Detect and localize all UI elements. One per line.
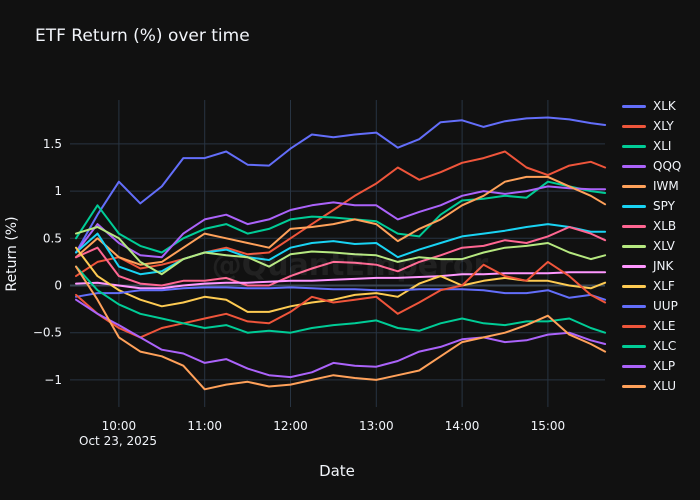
legend-label-UUP: UUP <box>653 299 678 313</box>
series-line-XLU[interactable] <box>75 265 607 391</box>
legend-item-QQQ[interactable]: QQQ <box>622 156 681 176</box>
legend-item-XLB[interactable]: XLB <box>622 216 681 236</box>
legend-swatch-QQQ <box>622 164 646 168</box>
legend-label-XLK: XLK <box>653 99 676 113</box>
legend-label-XLP: XLP <box>653 359 676 373</box>
legend-swatch-XLU <box>622 384 646 388</box>
legend: XLK XLY XLI QQQ IWM SPY XLB XLV JNK XLF UUP XLE XLC X… <box>622 96 681 396</box>
legend-swatch-XLE <box>622 324 646 328</box>
legend-item-XLC[interactable]: XLC <box>622 336 681 356</box>
series-line-XLC[interactable] <box>75 265 607 334</box>
legend-label-SPY: SPY <box>653 199 675 213</box>
legend-swatch-XLY <box>622 124 646 128</box>
y-tick-label-1.5: 1.5 <box>43 137 62 151</box>
legend-label-XLC: XLC <box>653 339 677 353</box>
x-tick-label-11:00: 11:00 <box>187 419 222 433</box>
series-line-JNK[interactable] <box>75 271 607 290</box>
series-line-XLE[interactable] <box>75 260 607 339</box>
series-line-XLI[interactable] <box>75 180 607 254</box>
series-line-XLB[interactable] <box>75 226 607 287</box>
legend-label-XLU: XLU <box>653 379 677 393</box>
y-tick-label-0.5: 0.5 <box>43 231 62 245</box>
series-line-XLP[interactable] <box>75 298 607 379</box>
y-axis-title: Return (%) <box>4 216 20 292</box>
legend-item-XLU[interactable]: XLU <box>622 376 681 396</box>
legend-label-XLI: XLI <box>653 139 672 153</box>
legend-swatch-SPY <box>622 204 646 208</box>
legend-item-XLK[interactable]: XLK <box>622 96 681 116</box>
x-tick-label-15:00: 15:00 <box>531 419 566 433</box>
legend-item-XLE[interactable]: XLE <box>622 316 681 336</box>
legend-label-XLV: XLV <box>653 239 675 253</box>
series-line-UUP[interactable] <box>75 286 607 301</box>
legend-item-XLV[interactable]: XLV <box>622 236 681 256</box>
series-line-SPY[interactable] <box>75 223 607 276</box>
legend-item-IWM[interactable]: IWM <box>622 176 681 196</box>
legend-label-XLY: XLY <box>653 119 674 133</box>
series-line-XLV[interactable] <box>75 226 607 276</box>
legend-label-XLB: XLB <box>653 219 677 233</box>
legend-swatch-XLP <box>622 364 646 368</box>
legend-item-SPY[interactable]: SPY <box>622 196 681 216</box>
legend-swatch-UUP <box>622 304 646 308</box>
legend-swatch-XLK <box>622 104 646 108</box>
y-tick-label-0: 0 <box>54 279 62 293</box>
series-line-XLK[interactable] <box>75 116 607 254</box>
legend-swatch-XLC <box>622 344 646 348</box>
legend-label-XLE: XLE <box>653 319 676 333</box>
x-tick-label-14:00: 14:00 <box>445 419 480 433</box>
legend-label-IWM: IWM <box>653 179 679 193</box>
x-axis-date-annotation: Oct 23, 2025 <box>79 434 157 448</box>
x-tick-label-12:00: 12:00 <box>273 419 308 433</box>
legend-label-XLF: XLF <box>653 279 675 293</box>
legend-item-JNK[interactable]: JNK <box>622 256 681 276</box>
legend-item-XLY[interactable]: XLY <box>622 116 681 136</box>
legend-label-QQQ: QQQ <box>653 159 682 173</box>
legend-item-UUP[interactable]: UUP <box>622 296 681 316</box>
y-tick-label-−1: −1 <box>44 373 62 387</box>
legend-swatch-XLI <box>622 144 646 148</box>
series-line-IWM[interactable] <box>75 175 607 266</box>
legend-label-JNK: JNK <box>653 259 674 273</box>
legend-swatch-XLF <box>622 284 646 288</box>
x-tick-label-13:00: 13:00 <box>359 419 394 433</box>
y-tick-label-−0.5: −0.5 <box>33 326 62 340</box>
legend-swatch-XLV <box>622 244 646 248</box>
legend-item-XLF[interactable]: XLF <box>622 276 681 296</box>
chart-title: ETF Return (%) over time <box>35 26 250 46</box>
series-line-QQQ[interactable] <box>75 185 607 259</box>
legend-swatch-IWM <box>622 184 646 188</box>
legend-swatch-JNK <box>622 264 646 268</box>
y-tick-label-1: 1 <box>54 184 62 198</box>
x-axis-title: Date <box>319 462 355 480</box>
legend-item-XLP[interactable]: XLP <box>622 356 681 376</box>
legend-item-XLI[interactable]: XLI <box>622 136 681 156</box>
legend-swatch-XLB <box>622 224 646 228</box>
x-tick-label-10:00: 10:00 <box>102 419 137 433</box>
